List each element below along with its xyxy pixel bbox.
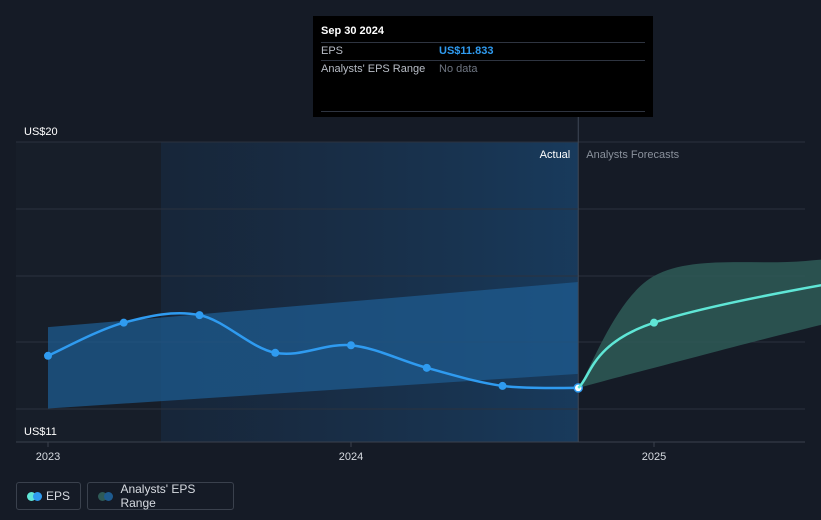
y-tick-label: US$11 [24,426,57,438]
eps-forecast-point [650,318,658,327]
eps-actual-point [347,341,355,350]
tooltip: Sep 30 2024 EPS US$11.833 Analysts' EPS … [313,16,653,117]
tooltip-range-row: Analysts' EPS Range No data [321,60,645,78]
eps-actual-point [271,348,280,357]
tooltip-range-label: Analysts' EPS Range [321,63,426,75]
tooltip-eps-label: EPS [321,45,344,57]
legend-eps-label: EPS [45,489,70,503]
eps-actual-point [498,381,507,390]
x-tick-label: 2025 [642,451,666,463]
y-tick-label: US$20 [24,126,58,138]
forecast-range-band [578,259,821,388]
x-tick-label: 2024 [339,451,363,463]
tooltip-date: Sep 30 2024 [321,25,384,37]
x-tick-label: 2023 [36,451,60,463]
eps-actual-point [119,318,128,327]
tooltip-eps-value: US$11.833 [439,45,494,57]
legend-range-label: Analysts' EPS Range [120,482,196,510]
eps-actual-point [195,311,204,320]
eps-actual-point [44,351,52,360]
eps-actual-point [422,363,431,372]
legend-eps-swatch [27,491,42,501]
tooltip-range-value: No data [439,63,478,75]
actual-label: Actual [540,149,571,161]
tooltip-eps-row: EPS US$11.833 [321,42,645,60]
legend-eps[interactable]: EPS [16,482,81,510]
legend-range[interactable]: Analysts' EPS Range [87,482,234,510]
legend-range-swatch [98,491,113,501]
actual-range-band [48,282,579,409]
forecast-label: Analysts Forecasts [586,149,679,161]
tooltip-divider [321,111,645,112]
